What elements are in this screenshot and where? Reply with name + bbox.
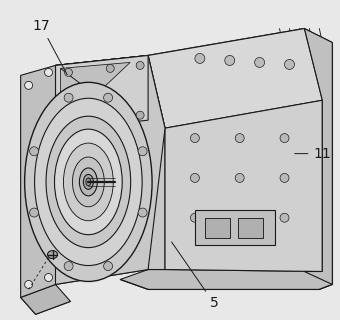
Polygon shape <box>21 65 55 297</box>
Ellipse shape <box>235 134 244 143</box>
Polygon shape <box>61 62 130 95</box>
Ellipse shape <box>35 98 142 266</box>
Ellipse shape <box>24 81 33 89</box>
Ellipse shape <box>45 274 52 282</box>
Polygon shape <box>55 55 148 130</box>
Ellipse shape <box>136 61 144 69</box>
Ellipse shape <box>30 208 38 217</box>
Ellipse shape <box>285 60 294 69</box>
Ellipse shape <box>235 213 244 222</box>
Ellipse shape <box>65 68 72 76</box>
Ellipse shape <box>138 147 147 156</box>
Ellipse shape <box>104 93 113 102</box>
Polygon shape <box>21 284 70 314</box>
Ellipse shape <box>136 111 144 119</box>
Ellipse shape <box>46 116 131 248</box>
Ellipse shape <box>280 134 289 143</box>
Ellipse shape <box>54 129 122 235</box>
Bar <box>195 210 274 244</box>
Ellipse shape <box>64 262 73 271</box>
Ellipse shape <box>64 143 113 221</box>
Bar <box>238 218 262 238</box>
Polygon shape <box>304 28 332 284</box>
Ellipse shape <box>280 173 289 182</box>
Polygon shape <box>31 55 165 284</box>
Polygon shape <box>165 100 322 271</box>
Ellipse shape <box>225 55 235 65</box>
Polygon shape <box>120 269 332 289</box>
Ellipse shape <box>24 280 33 288</box>
Ellipse shape <box>104 262 113 271</box>
Ellipse shape <box>280 213 289 222</box>
Ellipse shape <box>138 208 147 217</box>
Ellipse shape <box>62 118 69 126</box>
Text: 5: 5 <box>172 242 218 310</box>
Ellipse shape <box>190 213 199 222</box>
Ellipse shape <box>190 134 199 143</box>
Ellipse shape <box>83 174 94 189</box>
Polygon shape <box>148 55 165 269</box>
Ellipse shape <box>86 178 91 186</box>
Ellipse shape <box>255 58 265 68</box>
Ellipse shape <box>235 173 244 182</box>
Text: 17: 17 <box>33 19 67 75</box>
Text: 11: 11 <box>295 147 331 161</box>
Ellipse shape <box>30 147 38 156</box>
Polygon shape <box>61 68 95 127</box>
Ellipse shape <box>48 251 57 259</box>
Ellipse shape <box>45 68 52 76</box>
Polygon shape <box>148 28 322 128</box>
Bar <box>205 218 230 238</box>
Ellipse shape <box>24 82 152 282</box>
Ellipse shape <box>64 93 73 102</box>
Ellipse shape <box>190 173 199 182</box>
Ellipse shape <box>80 168 97 196</box>
Ellipse shape <box>72 157 104 207</box>
Ellipse shape <box>195 53 205 63</box>
Ellipse shape <box>106 64 114 72</box>
